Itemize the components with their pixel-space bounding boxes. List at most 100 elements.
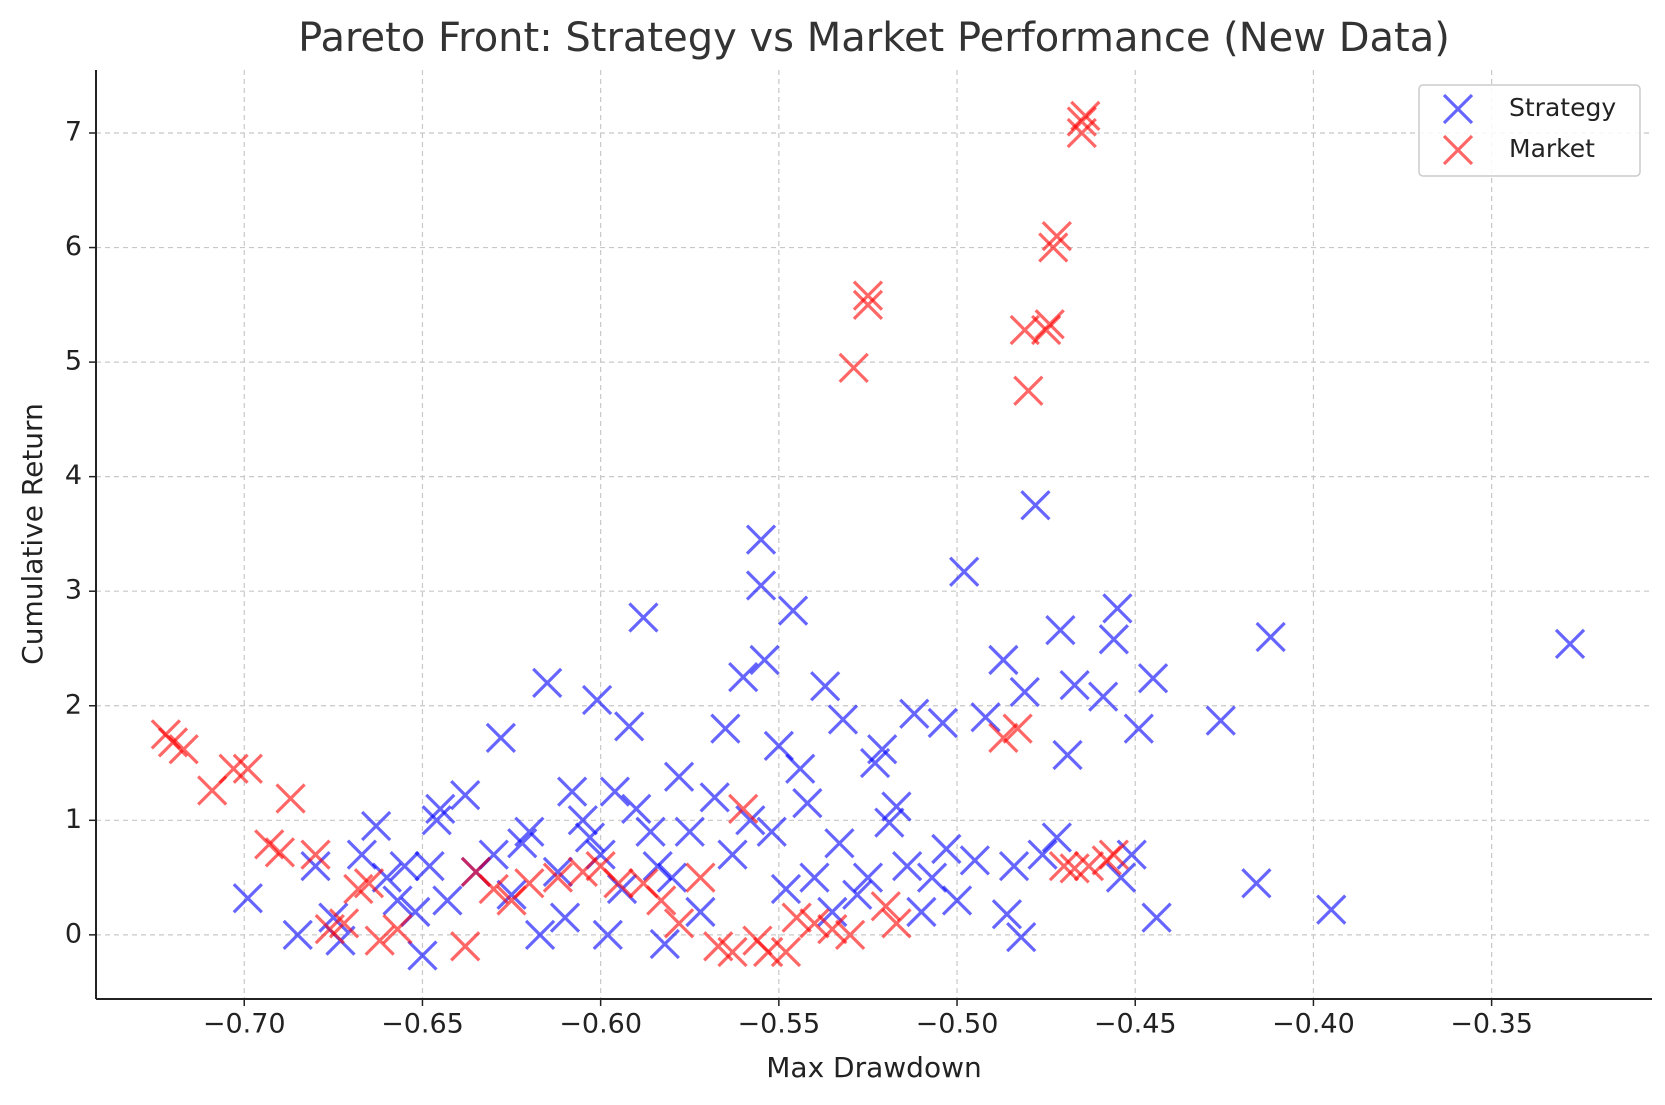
scatter-point xyxy=(988,644,1019,676)
scatter-point xyxy=(1088,681,1119,712)
scatter-point xyxy=(567,805,598,836)
y-tick-label: 6 xyxy=(65,231,82,262)
scatter-point xyxy=(717,839,748,870)
scatter-point xyxy=(218,753,249,784)
scatter-point xyxy=(557,776,588,807)
scatter-point xyxy=(1045,615,1076,646)
scatter-point xyxy=(770,936,802,968)
scatter-point xyxy=(824,828,855,859)
scatter-point xyxy=(1070,100,1101,131)
scatter-point xyxy=(542,862,574,893)
scatter-point xyxy=(792,787,823,819)
scatter-point xyxy=(927,707,958,739)
scatter-point xyxy=(1316,894,1347,925)
scatter-point xyxy=(599,776,631,807)
scatter-point xyxy=(549,902,581,933)
scatter-point xyxy=(1059,670,1090,701)
scatter-point xyxy=(906,896,937,928)
scatter-point xyxy=(1105,862,1137,893)
scatter-point xyxy=(674,816,705,847)
scatter-point xyxy=(1009,314,1040,346)
scatter-point xyxy=(1241,868,1272,899)
y-tick-label: 5 xyxy=(65,346,82,377)
x-tick-label: −0.60 xyxy=(559,1009,642,1040)
scatter-point xyxy=(834,919,866,950)
scatter-point xyxy=(1013,375,1044,406)
scatter-point xyxy=(646,885,677,916)
scatter-point xyxy=(232,753,263,784)
scatter-point xyxy=(232,883,263,914)
scatter-point xyxy=(1205,705,1236,736)
x-axis-label: Max Drawdown xyxy=(766,1051,981,1084)
scatter-point xyxy=(874,807,905,838)
scatter-point xyxy=(949,556,980,587)
scatter-point xyxy=(300,839,331,870)
scatter-point xyxy=(621,793,652,824)
y-axis-label: Cumulative Return xyxy=(16,403,49,665)
scatter-point xyxy=(867,734,898,765)
scatter-point xyxy=(881,791,912,822)
scatter-point xyxy=(371,862,402,893)
scatter-point xyxy=(432,885,463,916)
scatter-point xyxy=(1141,902,1172,933)
scatter-point xyxy=(1038,232,1069,263)
scatter-point xyxy=(1002,713,1033,744)
scatter-point xyxy=(300,850,331,882)
scatter-point xyxy=(389,850,420,882)
scatter-point xyxy=(514,868,545,899)
scatter-point xyxy=(1137,663,1169,694)
scatter-point xyxy=(817,913,848,945)
scatter-point xyxy=(567,856,598,887)
scatter-point xyxy=(916,862,948,893)
scatter-point xyxy=(450,779,481,811)
scatter-point xyxy=(1554,628,1586,660)
scatter-point xyxy=(603,868,634,899)
scatter-point xyxy=(514,816,545,847)
scatter-point xyxy=(1073,850,1105,882)
scatter-point xyxy=(1255,621,1286,653)
legend-marker xyxy=(1442,93,1474,125)
scatter-point xyxy=(168,734,199,765)
scatter-point xyxy=(264,837,296,868)
legend-label: Market xyxy=(1509,134,1595,163)
scatter-point xyxy=(842,879,873,910)
scatter-point xyxy=(959,845,990,876)
scatter-point xyxy=(328,908,360,939)
scatter-point xyxy=(749,644,780,676)
scatter-point xyxy=(717,936,748,968)
scatter-point xyxy=(614,711,645,742)
scatter-point xyxy=(699,782,730,813)
scatter-point xyxy=(628,602,659,633)
scatter-point xyxy=(785,753,816,784)
y-tick-label: 4 xyxy=(65,460,82,491)
scatter-point xyxy=(574,822,606,853)
scatter-point xyxy=(343,873,374,905)
scatter-point xyxy=(1041,220,1072,252)
scatter-point xyxy=(852,862,884,893)
x-tick-label: −0.65 xyxy=(381,1009,464,1040)
scatter-point xyxy=(532,667,563,698)
scatter-point xyxy=(1098,624,1129,655)
scatter-point xyxy=(810,671,841,702)
scatter-point xyxy=(407,940,438,971)
scatter-point xyxy=(478,873,509,905)
scatter-point xyxy=(777,595,809,626)
scatter-point xyxy=(881,908,912,939)
scatter-point xyxy=(899,698,930,729)
scatter-point xyxy=(931,833,962,865)
scatter-point xyxy=(745,524,777,555)
scatter-point xyxy=(756,816,787,847)
scatter-point xyxy=(592,919,623,950)
scatter-point xyxy=(282,919,313,950)
scatter-point xyxy=(360,810,392,842)
scatter-point xyxy=(852,280,884,311)
y-tick-label: 7 xyxy=(65,117,82,148)
x-tick-label: −0.55 xyxy=(737,1009,820,1040)
scatter-point xyxy=(1102,593,1133,624)
scatter-point xyxy=(649,928,680,960)
x-tick-label: −0.50 xyxy=(916,1009,999,1040)
scatter-point xyxy=(663,908,695,939)
scatter-point xyxy=(1052,739,1083,771)
scatter-point xyxy=(870,891,901,922)
chart-title: Pareto Front: Strategy vs Market Perform… xyxy=(298,15,1450,61)
